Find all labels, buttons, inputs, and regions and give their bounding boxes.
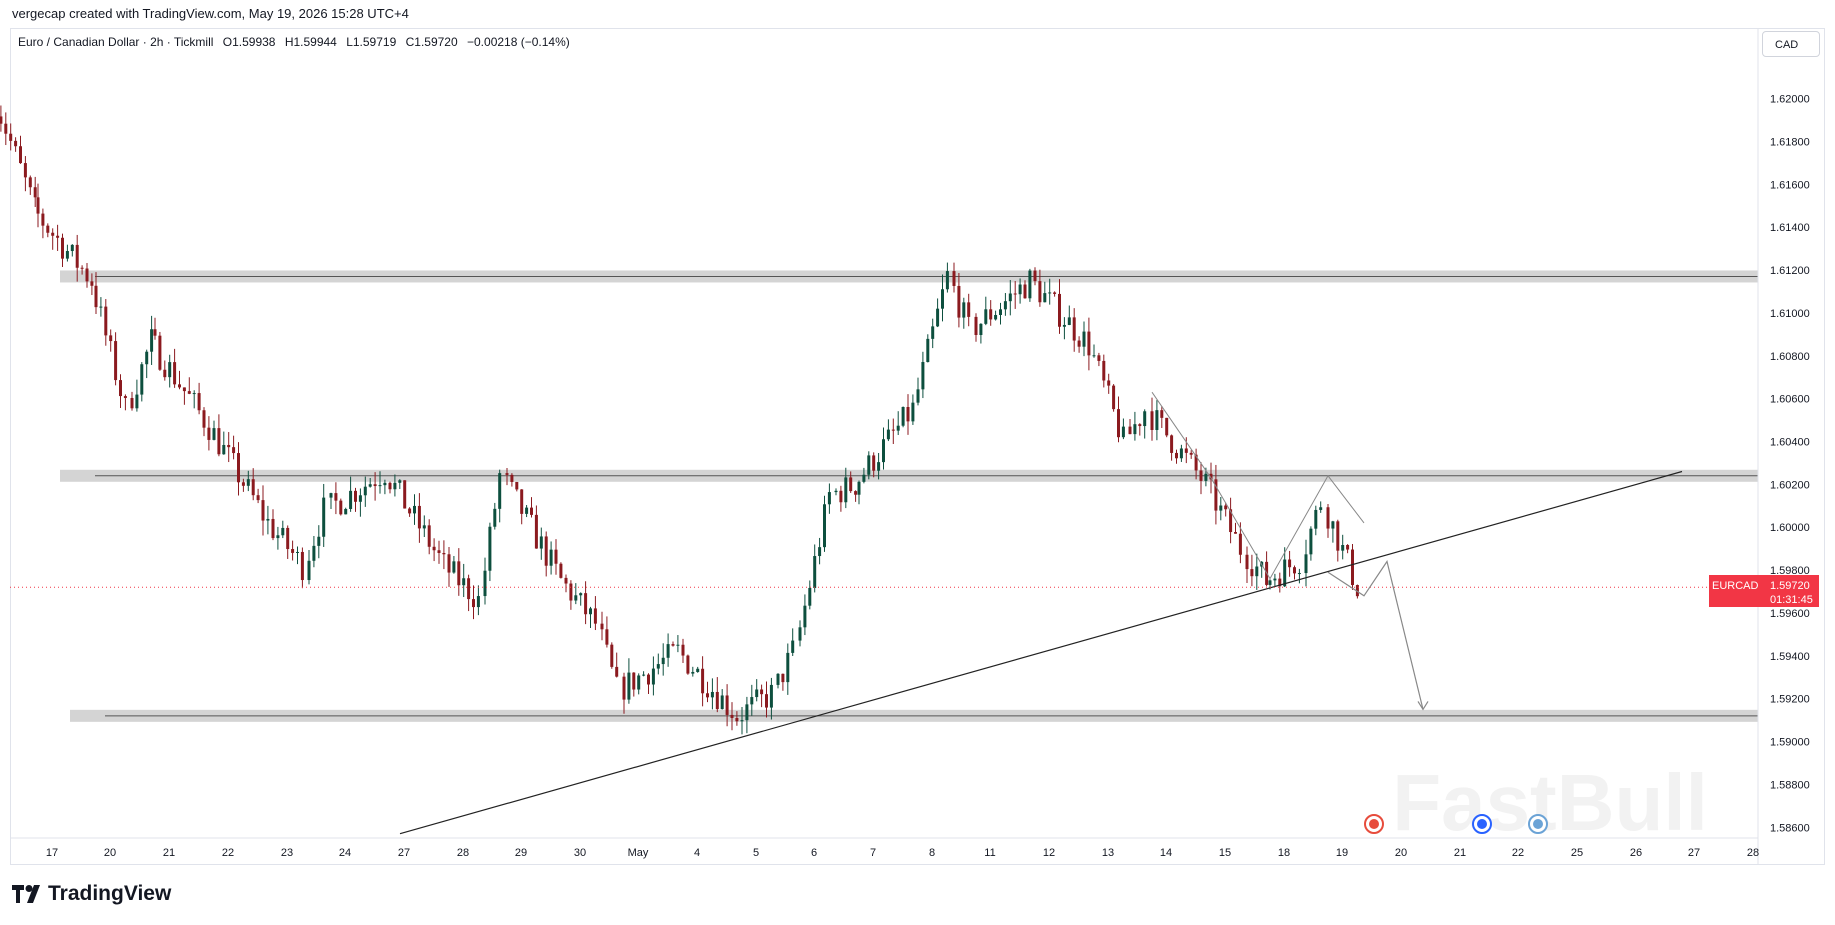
tradingview-logo[interactable]: TradingView (12, 882, 171, 906)
currency-button[interactable]: CAD (1762, 31, 1820, 57)
ohlc-change: −0.00218 (−0.14%) (467, 35, 570, 49)
candle-body (0, 116, 3, 124)
ohlc-low: L1.59719 (346, 35, 397, 49)
tradingview-brand: TradingView (48, 882, 172, 905)
ohlc-close: C1.59720 (405, 35, 458, 49)
symbol-title[interactable]: Euro / Canadian Dollar · 2h · Tickmill (18, 35, 214, 49)
tv-logo-icon (12, 885, 40, 903)
symbol-legend: Euro / Canadian Dollar · 2h · Tickmill O… (18, 35, 576, 49)
ohlc-high: H1.59944 (284, 35, 337, 49)
candle-body (4, 123, 8, 134)
ohlc-open: O1.59938 (222, 35, 276, 49)
chart-frame (10, 28, 1825, 865)
attribution-text: vergecap created with TradingView.com, M… (12, 6, 409, 21)
